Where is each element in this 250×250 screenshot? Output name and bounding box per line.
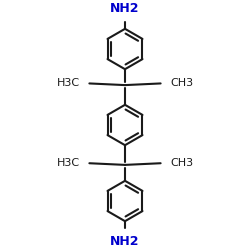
Text: CH3: CH3 — [170, 158, 193, 168]
Text: NH2: NH2 — [110, 236, 140, 248]
Text: H3C: H3C — [57, 158, 80, 168]
Text: H3C: H3C — [57, 78, 80, 88]
Text: NH2: NH2 — [110, 2, 140, 15]
Text: CH3: CH3 — [170, 78, 193, 88]
